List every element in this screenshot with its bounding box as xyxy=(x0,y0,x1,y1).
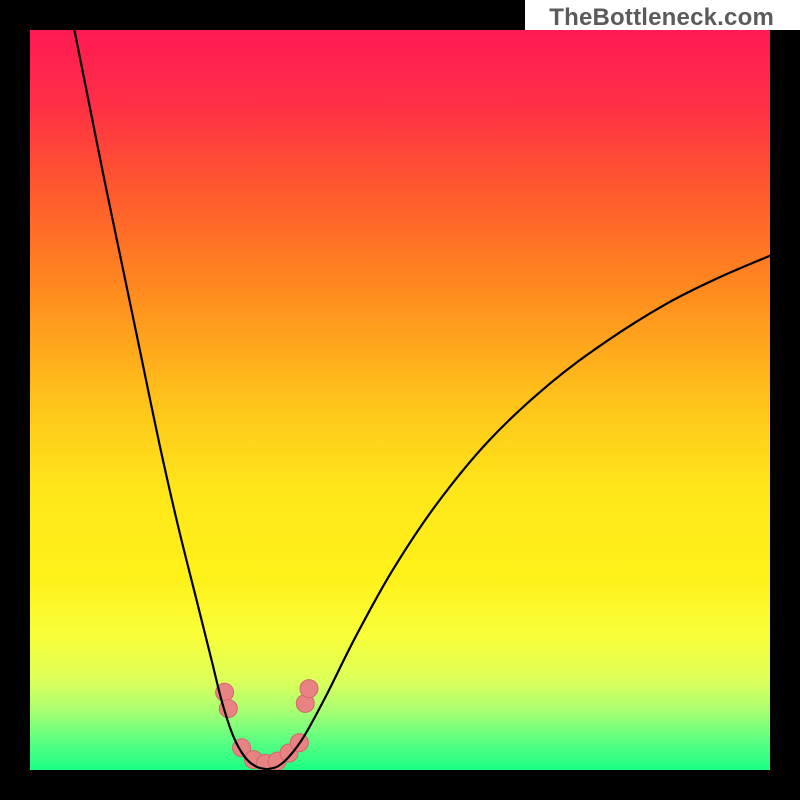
watermark-text: TheBottleneck.com xyxy=(549,4,774,32)
frame-bottom xyxy=(0,770,800,800)
frame-right xyxy=(770,0,800,800)
frame-left xyxy=(0,0,30,800)
bottleneck-chart xyxy=(0,0,800,800)
gradient-field xyxy=(30,30,770,770)
data-marker xyxy=(300,680,318,698)
